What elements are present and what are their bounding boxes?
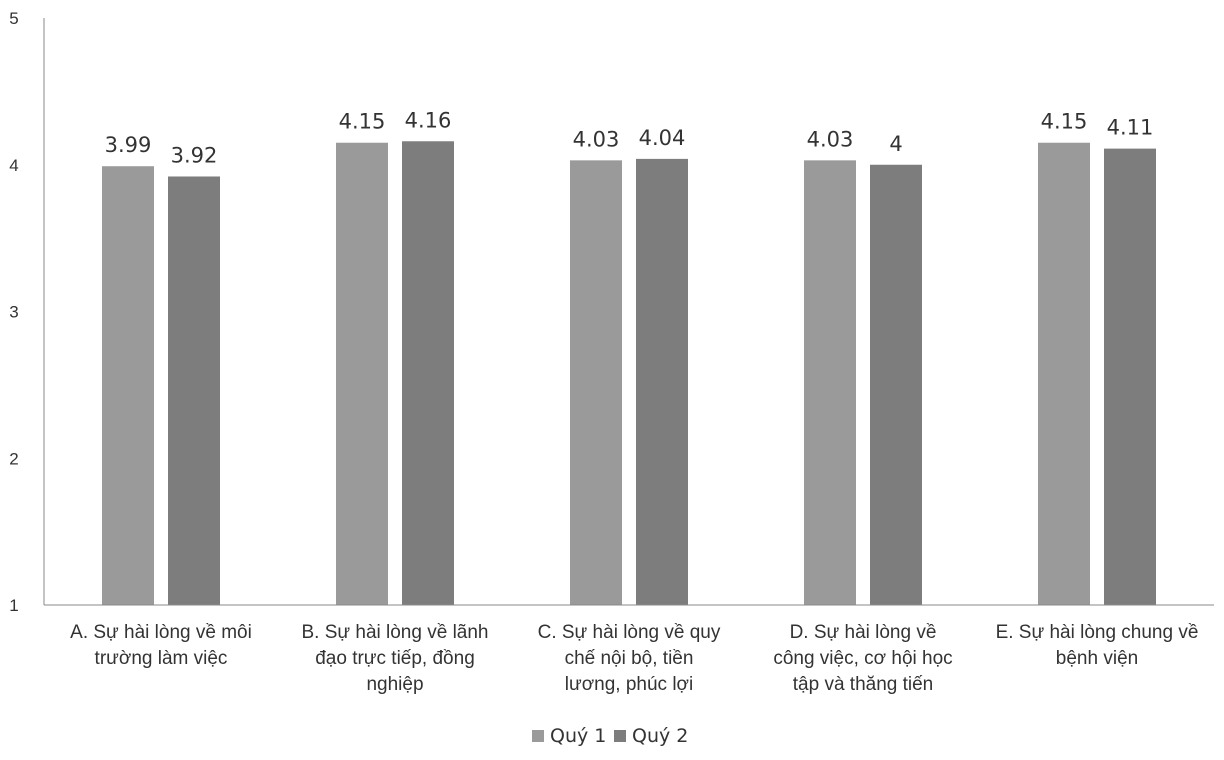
y-axis: 1 2 3 4 5: [9, 9, 45, 615]
bar: [336, 142, 388, 606]
bar: [1104, 148, 1156, 606]
bars: [102, 141, 1156, 606]
y-tick-label: 4: [9, 156, 18, 175]
x-category-label: E. Sự hài lòng chung về bệnh viện: [996, 622, 1199, 669]
data-label: 4.03: [573, 127, 620, 151]
data-label: 4.15: [339, 110, 386, 134]
legend-label: Quý 1: [550, 725, 606, 747]
legend: Quý 1 Quý 2: [532, 725, 688, 747]
data-label: 4.11: [1107, 116, 1154, 140]
y-tick-label: 3: [9, 303, 18, 322]
data-label: 4: [889, 132, 902, 156]
bar: [402, 141, 454, 605]
bar: [870, 164, 922, 605]
data-labels: 3.99 3.92 4.15 4.16 4.03 4.04 4.03 4 4.15 4.11: [105, 108, 1154, 167]
bar: [1038, 142, 1090, 606]
legend-swatch: [532, 730, 544, 742]
bar: [804, 160, 856, 605]
y-tick-label: 1: [9, 596, 18, 615]
bar: [570, 160, 622, 605]
data-label: 4.15: [1041, 110, 1088, 134]
data-label: 3.99: [105, 133, 152, 157]
y-tick-label: 2: [9, 449, 18, 468]
bar: [168, 176, 220, 606]
bar: [102, 166, 154, 605]
x-category-label: C. Sự hài lòng về quy chế nội bộ, tiền lươ…: [538, 622, 721, 695]
data-label: 4.03: [807, 127, 854, 151]
data-label: 4.16: [405, 108, 452, 132]
x-axis: A. Sự hài lòng về môi trường làm việc B. S…: [44, 604, 1214, 695]
x-category-label: D. Sự hài lòng về công việc, cơ hội học tậ…: [773, 622, 952, 695]
legend-swatch: [614, 730, 626, 742]
data-label: 3.92: [171, 143, 218, 167]
bar: [636, 158, 688, 605]
x-category-label: B. Sự hài lòng về lãnh đạo trực tiếp, đồn…: [301, 622, 488, 695]
legend-label: Quý 2: [632, 725, 688, 747]
x-category-label: A. Sự hài lòng về môi trường làm việc: [70, 622, 252, 669]
y-tick-label: 5: [9, 9, 18, 28]
data-label: 4.04: [639, 126, 686, 150]
